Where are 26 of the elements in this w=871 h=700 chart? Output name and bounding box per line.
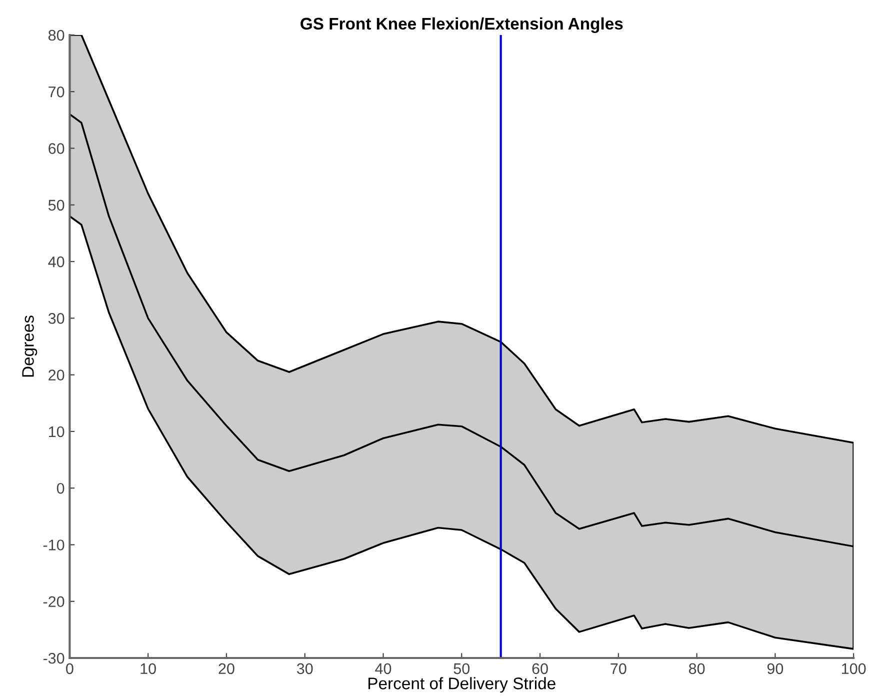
x-tick-label: 90 <box>767 663 784 674</box>
y-tick-label: -10 <box>43 540 64 550</box>
x-tick-label: 50 <box>454 663 470 674</box>
y-tick-label: 70 <box>48 86 64 98</box>
y-axis-title: Degrees <box>22 316 38 377</box>
y-tick-label: 10 <box>48 426 64 438</box>
y-tick-label: -30 <box>43 652 64 664</box>
x-tick-label: 40 <box>375 663 392 674</box>
y-tick-label: 20 <box>48 370 64 381</box>
x-tick-label: 0 <box>66 663 74 674</box>
x-tick-label: 100 <box>842 663 866 674</box>
y-tick-label: 40 <box>48 256 64 268</box>
x-axis-title: Percent of Delivery Stride <box>368 677 556 693</box>
y-tick-label: -20 <box>43 596 64 608</box>
x-tick-label: 30 <box>296 663 313 674</box>
x-tick-label: 20 <box>218 663 234 674</box>
x-tick-label: 80 <box>688 663 705 674</box>
chart-title: GS Front Knee Flexion/Extension Angles <box>300 17 623 33</box>
y-tick-label: 60 <box>48 143 64 154</box>
x-tick-label: 10 <box>140 663 156 674</box>
x-tick-label: 70 <box>610 663 626 674</box>
y-tick-label: 50 <box>48 200 64 211</box>
y-tick-label: 80 <box>48 30 64 41</box>
y-tick-label: 30 <box>48 313 64 324</box>
x-tick-label: 60 <box>532 663 548 674</box>
y-tick-label: 0 <box>56 482 64 494</box>
